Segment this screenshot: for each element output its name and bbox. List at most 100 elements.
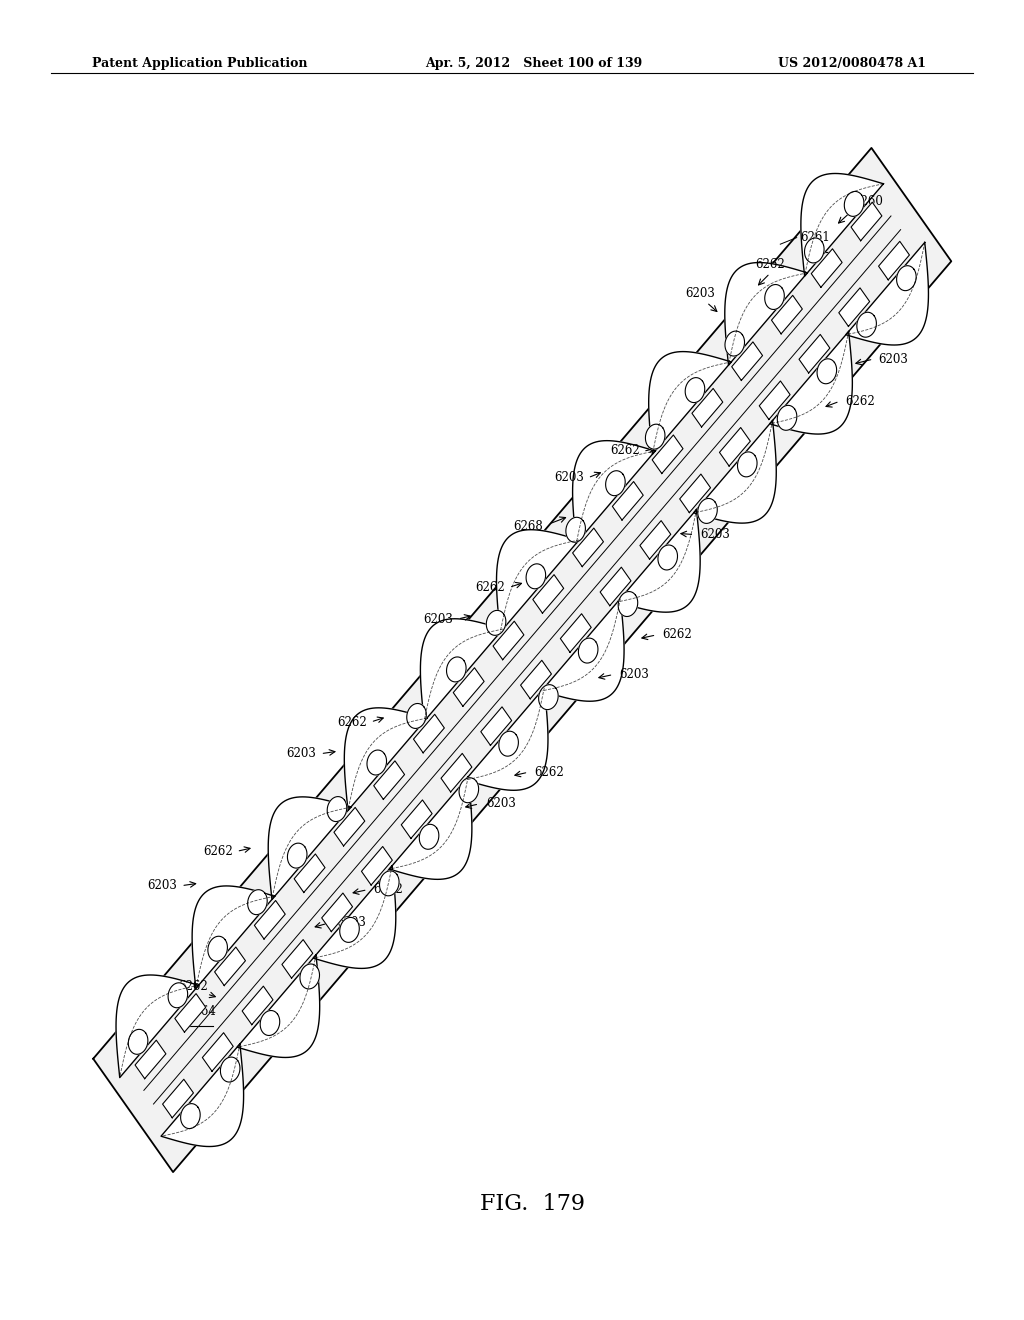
Polygon shape [801, 173, 884, 276]
Text: 6261: 6261 [800, 231, 830, 244]
Polygon shape [175, 994, 206, 1032]
Polygon shape [242, 986, 273, 1024]
Polygon shape [135, 1040, 166, 1078]
Text: 6262: 6262 [373, 883, 403, 896]
Polygon shape [401, 800, 432, 838]
Polygon shape [693, 421, 776, 523]
Polygon shape [466, 688, 548, 791]
Polygon shape [845, 191, 864, 216]
Polygon shape [361, 846, 392, 884]
Polygon shape [897, 265, 916, 290]
Text: 6262: 6262 [475, 581, 506, 594]
Text: 6203: 6203 [146, 879, 177, 892]
Polygon shape [193, 886, 274, 989]
Text: 6262: 6262 [337, 715, 368, 729]
Polygon shape [454, 668, 484, 706]
Polygon shape [685, 378, 705, 403]
Text: 6262: 6262 [203, 845, 233, 858]
Polygon shape [732, 342, 763, 380]
Polygon shape [725, 263, 807, 366]
Polygon shape [374, 760, 404, 800]
Polygon shape [645, 424, 665, 449]
Polygon shape [340, 917, 359, 942]
Text: 6203: 6203 [878, 352, 908, 366]
Text: Patent Application Publication: Patent Application Publication [92, 57, 307, 70]
Polygon shape [168, 983, 187, 1007]
Polygon shape [380, 871, 399, 896]
Polygon shape [777, 405, 797, 430]
Polygon shape [313, 866, 396, 969]
Polygon shape [846, 243, 929, 345]
Polygon shape [389, 776, 472, 879]
Text: 6262: 6262 [609, 444, 640, 457]
Text: 6262: 6262 [662, 628, 692, 642]
Polygon shape [771, 296, 803, 334]
Polygon shape [851, 202, 882, 240]
Polygon shape [640, 520, 671, 560]
Polygon shape [220, 1057, 240, 1082]
Polygon shape [93, 148, 951, 1172]
Polygon shape [116, 975, 199, 1077]
Polygon shape [282, 940, 312, 978]
Polygon shape [605, 471, 626, 496]
Polygon shape [268, 797, 351, 899]
Polygon shape [697, 499, 717, 524]
Polygon shape [648, 351, 731, 454]
Polygon shape [692, 388, 723, 426]
Polygon shape [419, 824, 439, 849]
Polygon shape [294, 854, 325, 892]
Text: 6203: 6203 [485, 797, 516, 810]
Text: 6203: 6203 [554, 471, 585, 484]
Polygon shape [817, 359, 837, 384]
Text: 6203: 6203 [423, 612, 454, 626]
Polygon shape [322, 894, 352, 932]
Polygon shape [288, 843, 307, 869]
Polygon shape [725, 331, 744, 356]
Polygon shape [180, 1104, 200, 1129]
Text: 6203: 6203 [685, 286, 716, 300]
Polygon shape [499, 731, 518, 756]
Polygon shape [759, 381, 791, 420]
Polygon shape [765, 285, 784, 309]
Polygon shape [658, 545, 678, 570]
Polygon shape [617, 510, 700, 612]
Polygon shape [618, 591, 638, 616]
Polygon shape [481, 706, 512, 746]
Polygon shape [421, 619, 503, 721]
Text: 6260: 6260 [853, 195, 884, 209]
Polygon shape [720, 428, 751, 466]
Polygon shape [446, 657, 466, 682]
Polygon shape [203, 1032, 233, 1072]
Polygon shape [260, 1011, 280, 1035]
Polygon shape [652, 436, 683, 474]
Polygon shape [215, 946, 246, 986]
Polygon shape [811, 248, 842, 288]
Text: FIG.  179: FIG. 179 [480, 1193, 585, 1214]
Text: Apr. 5, 2012   Sheet 100 of 139: Apr. 5, 2012 Sheet 100 of 139 [425, 57, 642, 70]
Polygon shape [334, 808, 365, 846]
Text: 6203: 6203 [618, 668, 649, 681]
Polygon shape [532, 574, 563, 614]
Polygon shape [407, 704, 426, 729]
Text: 6262: 6262 [755, 257, 785, 271]
Polygon shape [497, 529, 579, 632]
Polygon shape [367, 750, 386, 775]
Polygon shape [560, 614, 591, 652]
Polygon shape [799, 334, 829, 374]
Polygon shape [459, 777, 478, 803]
Text: 6203: 6203 [699, 528, 730, 541]
Polygon shape [572, 528, 603, 566]
Polygon shape [600, 568, 631, 606]
Polygon shape [857, 313, 877, 337]
Polygon shape [612, 482, 643, 520]
Text: 6264: 6264 [185, 1005, 216, 1018]
Polygon shape [441, 754, 472, 792]
Polygon shape [579, 638, 598, 663]
Polygon shape [737, 451, 757, 477]
Polygon shape [254, 900, 286, 939]
Polygon shape [572, 441, 655, 544]
Polygon shape [161, 1044, 244, 1147]
Polygon shape [238, 954, 319, 1057]
Text: 6262: 6262 [178, 979, 209, 993]
Polygon shape [208, 936, 227, 961]
